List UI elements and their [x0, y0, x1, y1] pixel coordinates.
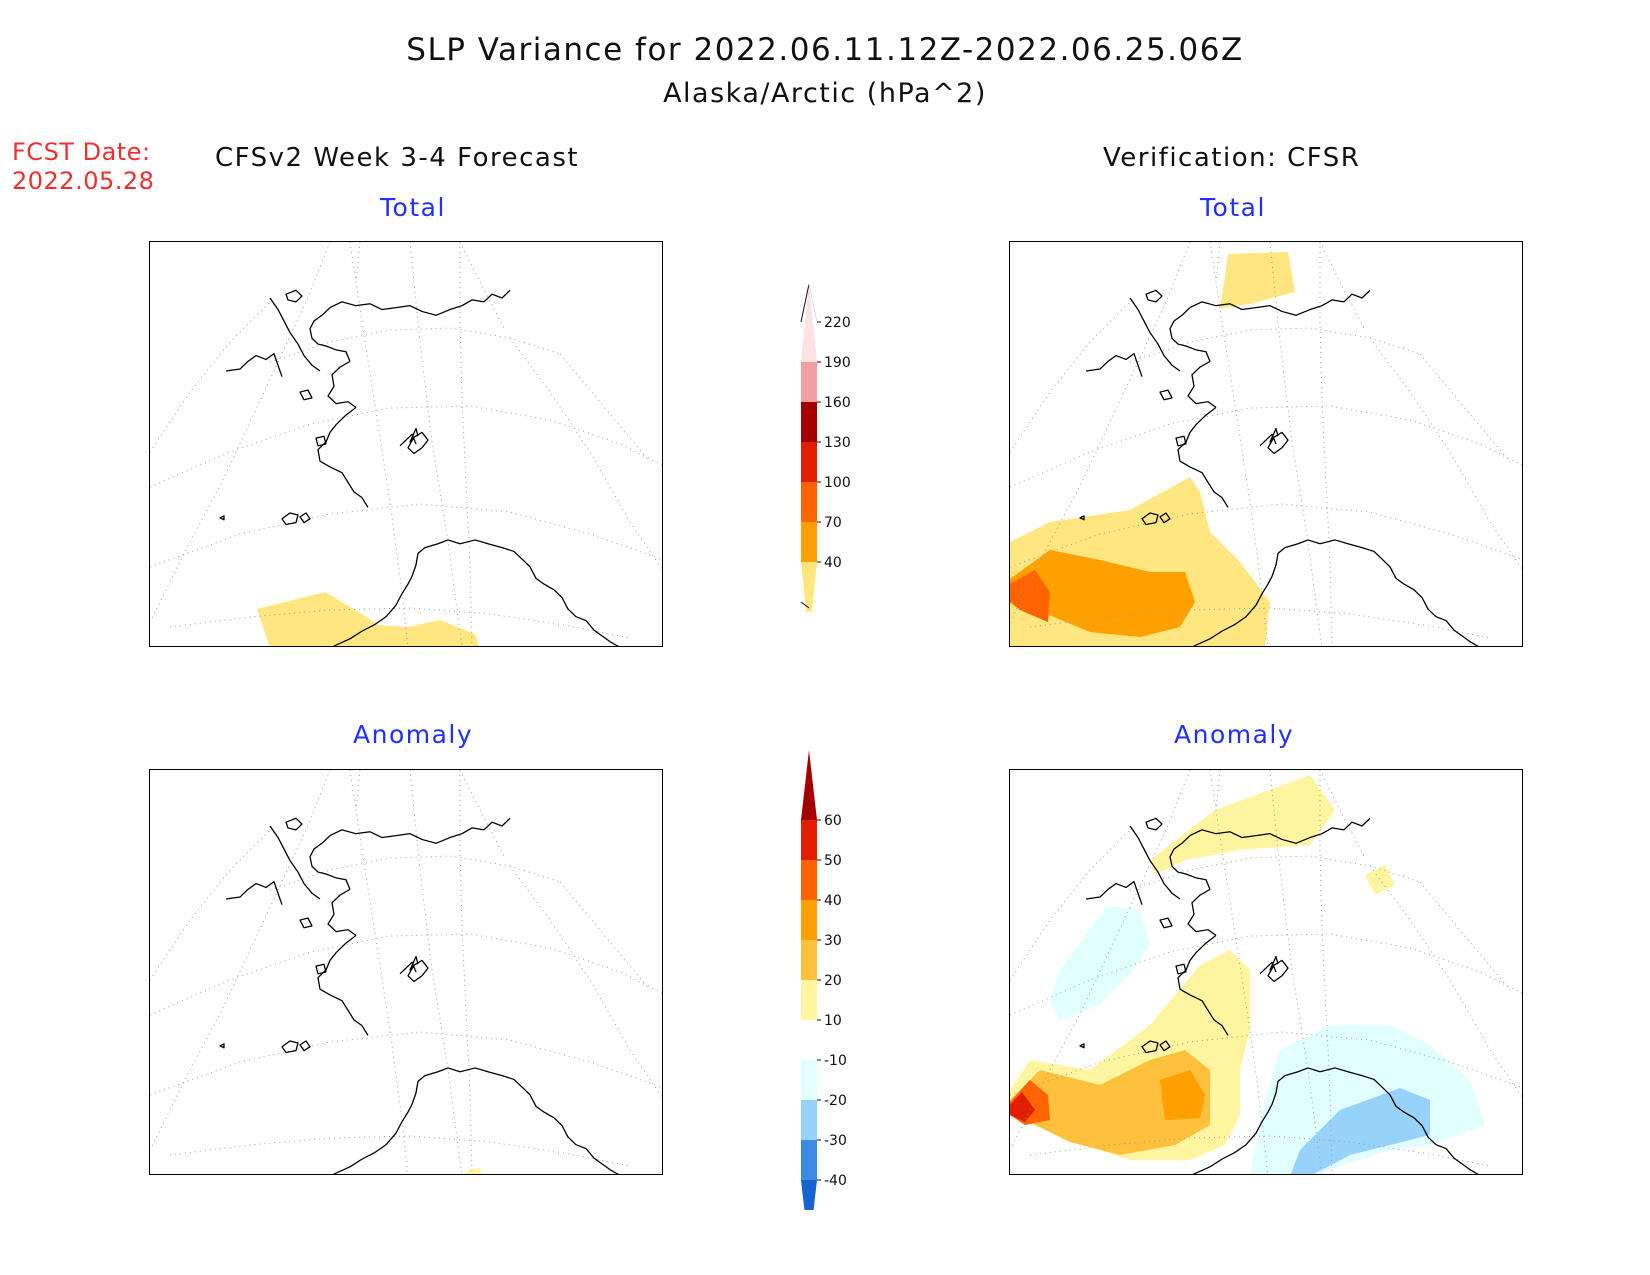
colorbar-box: [801, 1180, 817, 1210]
graticule: [150, 242, 662, 646]
colorbar-box: [801, 750, 817, 820]
colorbar-box: [801, 900, 817, 940]
coastline: [219, 289, 619, 646]
colorbar-box: [801, 442, 817, 482]
colorbar-label: -30: [824, 1133, 847, 1149]
forecast-date-value: 2022.05.28: [12, 167, 155, 195]
colorbar-label: 100: [824, 475, 851, 491]
forecast-total-title: Total: [380, 193, 446, 222]
colorbar-box: [801, 980, 817, 1020]
figure-title: SLP Variance for 2022.06.11.12Z-2022.06.…: [406, 32, 1244, 68]
colorbar-label: 130: [824, 435, 851, 451]
colorbar-label: 190: [824, 355, 851, 371]
forecast-date-label: FCST Date:: [12, 138, 151, 166]
colorbar-box: [801, 522, 817, 562]
colorbar-label: 40: [824, 555, 842, 571]
colorbar-label: 40: [824, 893, 842, 909]
colorbar-box: [801, 562, 817, 612]
verification-anomaly-map: [1009, 769, 1523, 1175]
forecast-anomaly-title: Anomaly: [353, 720, 474, 749]
shading: [1010, 252, 1295, 646]
colorbar-box: [801, 1020, 817, 1060]
anomaly-colorbar-boxes: [801, 750, 817, 1210]
forecast-date-block: FCST Date: 2022.05.28: [12, 138, 154, 196]
shading: [257, 592, 480, 646]
colorbar-label: 20: [824, 973, 842, 989]
colorbar-box: [801, 860, 817, 900]
colorbar-box: [801, 1140, 817, 1180]
verification-column-title: Verification: CFSR: [1103, 143, 1361, 173]
colorbar-box: [801, 940, 817, 980]
forecast-column-title: CFSv2 Week 3-4 Forecast: [215, 143, 580, 173]
colorbar-box: [801, 284, 817, 362]
shading: [1010, 770, 1485, 1174]
shading: [466, 1168, 482, 1174]
colorbar-label: 30: [824, 933, 842, 949]
colorbar-label: 160: [824, 395, 851, 411]
colorbar-box: [801, 820, 817, 860]
colorbar-box: [801, 402, 817, 442]
graticule: [150, 770, 662, 1174]
colorbar-box: [801, 482, 817, 522]
forecast-total-map: [149, 241, 663, 647]
graticule: [1010, 770, 1522, 1174]
colorbar-box: [801, 1060, 817, 1100]
anomaly-colorbar-labels: -40 -30 -20 -10 10 20 30 40 50 60: [817, 813, 847, 1189]
coastline: [219, 817, 619, 1174]
total-colorbar-labels: 40 70 100 130 160 190 220: [817, 315, 851, 571]
colorbar-label: 50: [824, 853, 842, 869]
colorbar-box: [801, 362, 817, 402]
colorbar-label: 10: [824, 1013, 842, 1029]
colorbar-label: 60: [824, 813, 842, 829]
verification-total-map: [1009, 241, 1523, 647]
coastline: [1079, 289, 1479, 646]
colorbar-label: 220: [824, 315, 851, 331]
total-colorbar: 40 70 100 130 160 190 220: [800, 283, 851, 612]
colorbar-box: [801, 1100, 817, 1140]
graticule: [1010, 242, 1522, 646]
colorbar-label: -10: [824, 1053, 847, 1069]
verification-total-title: Total: [1200, 193, 1266, 222]
colorbar-label: -20: [824, 1093, 847, 1109]
colorbar-label: -40: [824, 1173, 847, 1189]
anomaly-colorbar: -40 -30 -20 -10 10 20 30 40 50 60: [801, 750, 847, 1210]
coastline: [1079, 817, 1479, 1174]
forecast-anomaly-map: [149, 769, 663, 1175]
total-colorbar-boxes: [800, 283, 818, 612]
colorbar-label: 70: [824, 515, 842, 531]
figure-subtitle: Alaska/Arctic (hPa^2): [663, 78, 987, 109]
verification-anomaly-title: Anomaly: [1174, 720, 1295, 749]
